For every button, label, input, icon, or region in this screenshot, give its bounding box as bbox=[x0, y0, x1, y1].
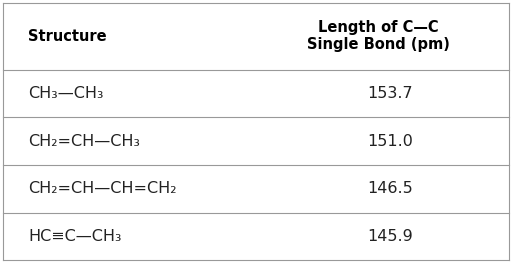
Text: HC≡C—CH₃: HC≡C—CH₃ bbox=[28, 229, 122, 244]
Text: 145.9: 145.9 bbox=[368, 229, 413, 244]
Text: 146.5: 146.5 bbox=[368, 181, 413, 196]
Text: CH₂=CH—CH₃: CH₂=CH—CH₃ bbox=[28, 134, 140, 149]
Text: 153.7: 153.7 bbox=[368, 86, 413, 101]
Text: Structure: Structure bbox=[28, 29, 106, 44]
Text: CH₃—CH₃: CH₃—CH₃ bbox=[28, 86, 103, 101]
Text: 151.0: 151.0 bbox=[368, 134, 413, 149]
Text: Length of C—C
Single Bond (pm): Length of C—C Single Bond (pm) bbox=[307, 20, 450, 52]
Text: CH₂=CH—CH=CH₂: CH₂=CH—CH=CH₂ bbox=[28, 181, 177, 196]
